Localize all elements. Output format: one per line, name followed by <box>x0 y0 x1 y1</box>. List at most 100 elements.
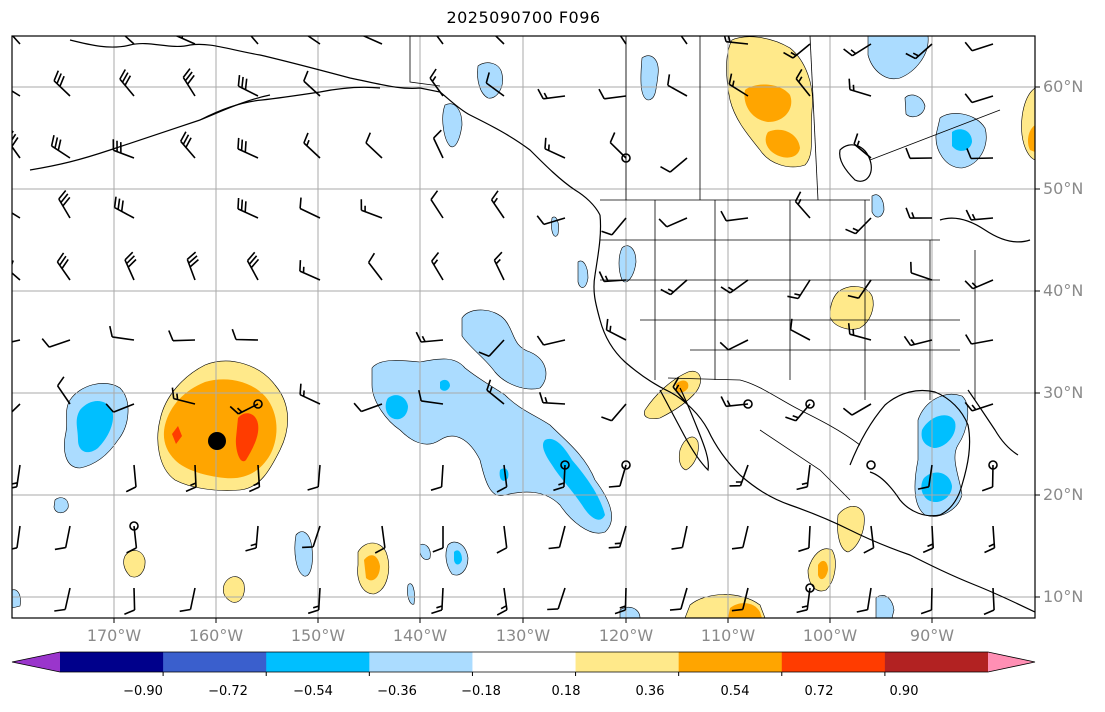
field-orange-epac <box>818 560 828 580</box>
wind-barb <box>538 392 566 405</box>
wind-barb <box>605 318 627 341</box>
wind-barb <box>299 383 321 405</box>
wind-barb <box>436 36 444 45</box>
wind-barb <box>432 129 444 159</box>
field-lightblue-s1 <box>294 531 313 577</box>
wind-barb <box>671 525 688 550</box>
field-blue-s2 <box>454 550 462 565</box>
wind-barb <box>966 148 994 160</box>
wind-barb <box>302 525 321 549</box>
wind-barb <box>669 587 688 611</box>
wind-barb <box>608 525 627 549</box>
wind-barb <box>789 318 811 341</box>
field-yellow-south-3 <box>222 576 245 603</box>
colorbar-segment <box>781 652 886 672</box>
wind-barb <box>174 36 196 45</box>
colorbar-tick-label: −0.54 <box>293 684 333 699</box>
field-orange-baja <box>676 380 689 393</box>
field-red-hawaii-1 <box>235 413 259 462</box>
field-blue-central-3 <box>440 379 450 391</box>
border-us-mexico <box>667 377 861 446</box>
border-canada-prov-4 <box>869 109 1001 161</box>
coastline-greatlakes <box>939 217 1031 243</box>
wind-barb <box>964 401 994 412</box>
wind-barb <box>367 252 383 281</box>
wind-barb <box>548 525 566 550</box>
wind-barb <box>847 323 872 341</box>
field-yellow-plains <box>829 286 874 330</box>
field-lightblue-s7 <box>12 589 21 609</box>
wind-barb <box>496 525 508 554</box>
wind-barb <box>601 217 627 236</box>
lon-label-150w: 150°W <box>290 626 346 645</box>
wind-barb <box>237 75 259 97</box>
wind-barb <box>246 251 260 281</box>
wind-barb <box>374 525 386 554</box>
wind-barb <box>231 328 259 341</box>
wind-barb <box>237 197 259 219</box>
field-lightblue-s3 <box>53 497 69 514</box>
wind-barb <box>964 93 994 104</box>
wind-barb <box>105 403 135 413</box>
wind-barb <box>922 525 934 554</box>
field-orange-bottom <box>728 603 762 618</box>
wind-barbs <box>12 36 996 616</box>
wind-barb <box>493 251 505 281</box>
colorbar-tick-label: 0.36 <box>635 684 665 699</box>
wind-barb <box>719 339 749 351</box>
border-canada-prov-3 <box>809 36 819 201</box>
wind-barb <box>856 587 872 613</box>
wind-barb <box>547 587 566 611</box>
wind-barb <box>964 41 994 52</box>
wind-barb <box>984 525 996 554</box>
wind-barb <box>537 88 566 100</box>
wind-barb <box>109 325 135 341</box>
field-yellow-mexico-s <box>837 506 865 553</box>
wind-barb <box>41 338 71 348</box>
wind-barb <box>853 133 872 159</box>
wind-barb <box>796 464 811 491</box>
field-lightblue-mn <box>871 194 885 218</box>
wind-barb <box>119 69 135 97</box>
wind-barb <box>486 379 505 405</box>
coastlines <box>29 39 1035 613</box>
wind-barb <box>905 147 933 160</box>
coastline-west-us <box>593 214 1035 613</box>
wind-barb <box>910 261 933 281</box>
wind-barb <box>842 403 872 416</box>
lon-label-160w: 160°W <box>188 626 244 645</box>
colorbar-tick-label: −0.72 <box>208 684 248 699</box>
field-blue-central-2 <box>542 438 605 520</box>
plot-title: 2025090700 F096 <box>446 8 601 27</box>
wind-barb <box>303 132 321 159</box>
wind-barb <box>171 387 196 405</box>
wind-barb <box>536 215 566 226</box>
calm-circle <box>621 460 631 470</box>
field-orange-east-edge <box>1027 125 1035 152</box>
field-lightblue-s4 <box>419 543 431 560</box>
wind-barb <box>905 207 933 219</box>
colorbar-segment <box>884 652 989 672</box>
wind-barb <box>12 130 21 159</box>
wind-barb <box>619 36 627 45</box>
wind-barb <box>125 464 137 493</box>
field-yellow-south-2 <box>123 550 146 578</box>
wind-barb <box>903 335 933 347</box>
wind-barb <box>920 587 933 615</box>
colorbar-segment <box>575 652 680 672</box>
wind-barb <box>598 271 627 283</box>
wind-barb <box>496 464 508 493</box>
colorbar-tick-label: 0.72 <box>804 684 834 699</box>
field-lightblue-wa <box>618 245 637 283</box>
wind-barb <box>847 279 872 299</box>
wind-barb <box>478 339 505 357</box>
colorbar-segment <box>369 652 473 672</box>
lon-label-170w: 170°W <box>86 626 142 645</box>
station-marker <box>208 432 226 450</box>
wind-barb <box>848 78 872 97</box>
wind-barb <box>124 587 136 615</box>
lat-label-40: 40°N <box>1043 281 1084 300</box>
lon-label-130w: 130°W <box>495 626 551 645</box>
lat-label-10: 10°N <box>1043 587 1084 606</box>
wind-barb <box>658 217 688 228</box>
